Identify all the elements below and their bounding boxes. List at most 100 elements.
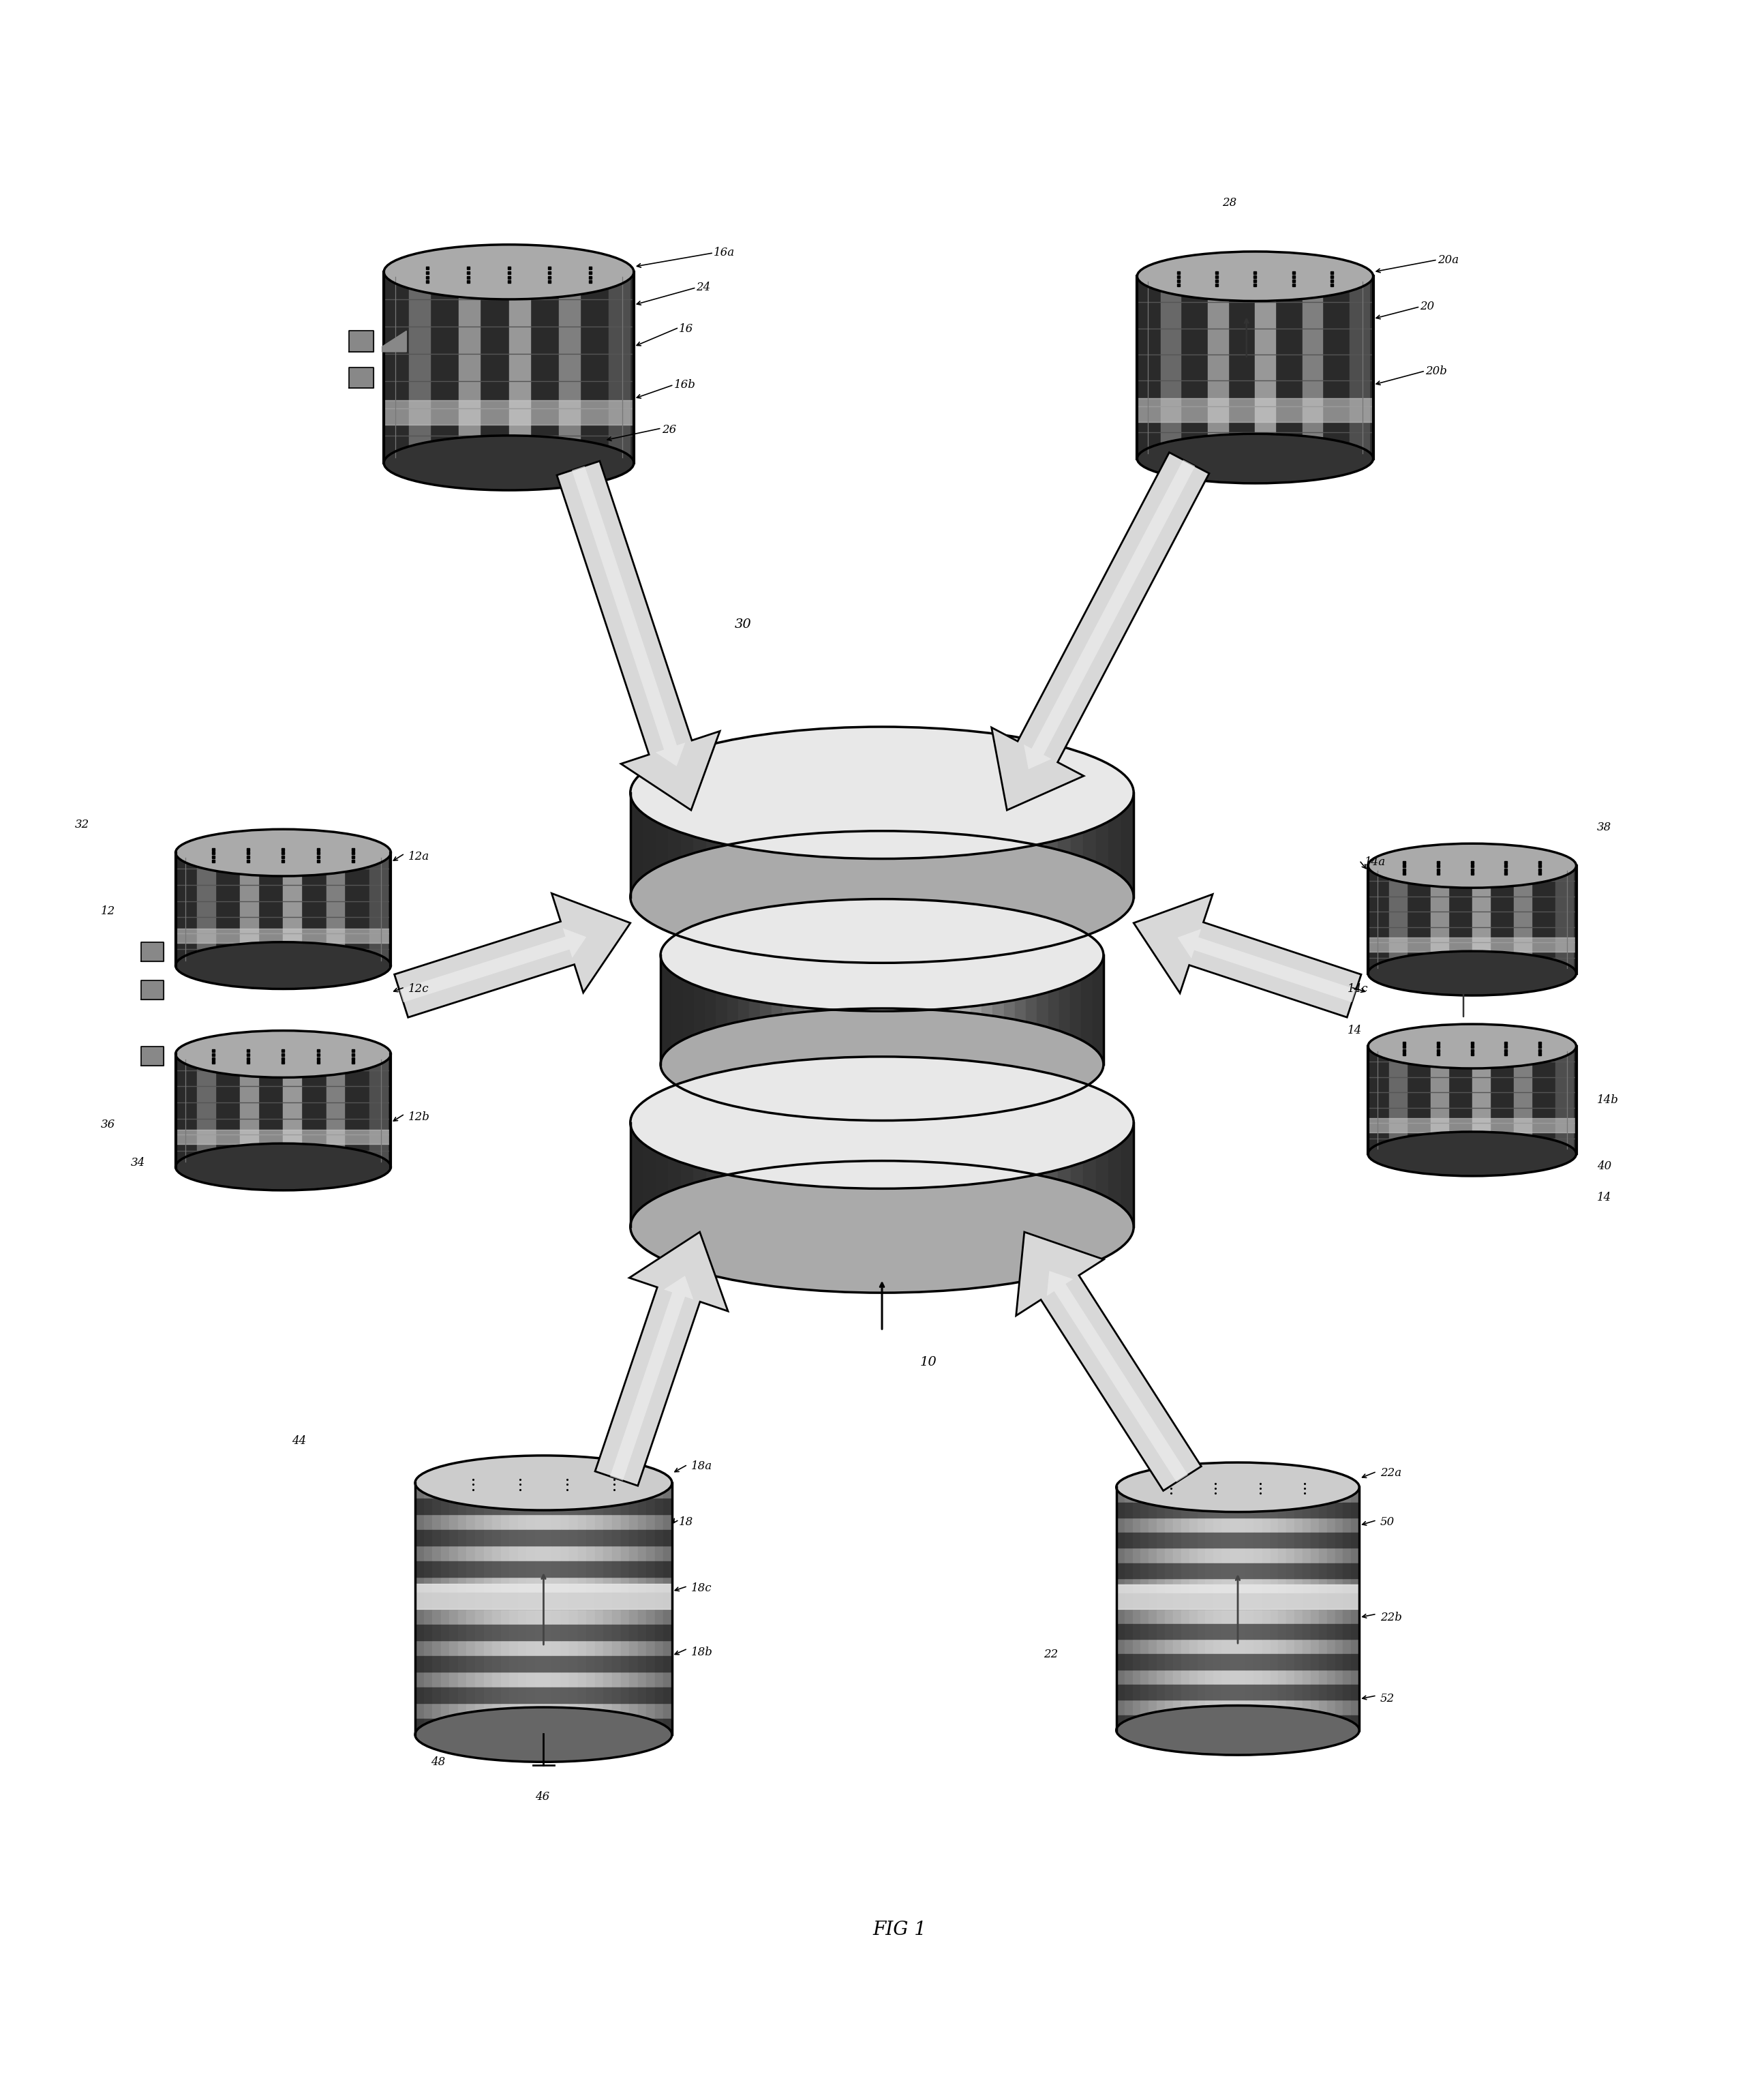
- Polygon shape: [1319, 1623, 1327, 1640]
- Polygon shape: [1514, 1047, 1531, 1153]
- Polygon shape: [1083, 1122, 1095, 1226]
- Polygon shape: [1198, 1623, 1205, 1640]
- Polygon shape: [1117, 1487, 1124, 1730]
- Polygon shape: [1261, 1715, 1270, 1730]
- Polygon shape: [603, 1563, 612, 1577]
- Polygon shape: [1173, 1684, 1182, 1700]
- Polygon shape: [450, 1483, 459, 1734]
- Text: 24: 24: [697, 282, 711, 292]
- Polygon shape: [1230, 1654, 1238, 1669]
- Polygon shape: [466, 1625, 475, 1640]
- Polygon shape: [586, 1498, 594, 1515]
- Polygon shape: [1302, 1654, 1311, 1669]
- Polygon shape: [594, 1529, 603, 1546]
- Polygon shape: [450, 1594, 459, 1609]
- Polygon shape: [815, 955, 827, 1065]
- Polygon shape: [415, 1594, 423, 1609]
- Polygon shape: [1071, 955, 1081, 1065]
- Polygon shape: [176, 1055, 392, 1168]
- Polygon shape: [603, 1657, 612, 1671]
- Polygon shape: [475, 1719, 483, 1734]
- Polygon shape: [757, 792, 769, 896]
- Polygon shape: [907, 1122, 919, 1226]
- Polygon shape: [621, 1625, 630, 1640]
- Polygon shape: [1148, 1715, 1157, 1730]
- Text: 20a: 20a: [1438, 255, 1459, 265]
- Polygon shape: [1034, 1122, 1046, 1226]
- Polygon shape: [579, 1657, 586, 1671]
- Polygon shape: [552, 1529, 561, 1546]
- Polygon shape: [1173, 1487, 1182, 1730]
- Text: 36: 36: [101, 1120, 115, 1130]
- Polygon shape: [1164, 1684, 1173, 1700]
- Polygon shape: [501, 1529, 510, 1546]
- Text: 18: 18: [679, 1517, 693, 1527]
- Polygon shape: [594, 1719, 603, 1734]
- Polygon shape: [510, 1594, 519, 1609]
- Polygon shape: [681, 1122, 693, 1226]
- Polygon shape: [1214, 1623, 1222, 1640]
- Polygon shape: [1238, 1563, 1245, 1579]
- Polygon shape: [1295, 1623, 1302, 1640]
- Polygon shape: [1270, 1684, 1279, 1700]
- Polygon shape: [1124, 1594, 1132, 1609]
- Polygon shape: [501, 1688, 510, 1703]
- Polygon shape: [1261, 1533, 1270, 1548]
- Text: 18c: 18c: [691, 1581, 713, 1594]
- Polygon shape: [570, 1657, 579, 1671]
- Polygon shape: [1048, 955, 1058, 1065]
- Polygon shape: [1279, 1487, 1286, 1730]
- Polygon shape: [639, 1483, 646, 1734]
- Polygon shape: [423, 1719, 432, 1734]
- Polygon shape: [1286, 1654, 1295, 1669]
- Polygon shape: [1081, 955, 1092, 1065]
- Polygon shape: [1132, 1594, 1141, 1609]
- Ellipse shape: [176, 829, 392, 875]
- Text: 14: 14: [1596, 1191, 1612, 1203]
- Polygon shape: [450, 1529, 459, 1546]
- Polygon shape: [432, 1529, 441, 1546]
- Polygon shape: [1148, 1487, 1157, 1730]
- Polygon shape: [1319, 1594, 1327, 1609]
- Polygon shape: [543, 1529, 552, 1546]
- Polygon shape: [1335, 1684, 1342, 1700]
- Polygon shape: [423, 1483, 432, 1734]
- Polygon shape: [663, 1719, 672, 1734]
- Polygon shape: [983, 1122, 995, 1226]
- Polygon shape: [1046, 1270, 1187, 1483]
- Polygon shape: [450, 1563, 459, 1577]
- Polygon shape: [882, 792, 894, 896]
- Ellipse shape: [1138, 251, 1372, 301]
- Polygon shape: [1208, 276, 1228, 460]
- Polygon shape: [1319, 1487, 1327, 1730]
- Polygon shape: [466, 1483, 475, 1734]
- Polygon shape: [1295, 1487, 1302, 1730]
- Polygon shape: [450, 1719, 459, 1734]
- Polygon shape: [552, 1625, 561, 1640]
- Polygon shape: [907, 792, 919, 896]
- Polygon shape: [1556, 1047, 1573, 1153]
- Polygon shape: [1327, 1563, 1335, 1579]
- Polygon shape: [1205, 1563, 1214, 1579]
- Polygon shape: [1182, 1502, 1189, 1517]
- Text: 48: 48: [430, 1757, 445, 1767]
- Polygon shape: [534, 1657, 543, 1671]
- Polygon shape: [543, 1657, 552, 1671]
- Polygon shape: [483, 1529, 492, 1546]
- Polygon shape: [654, 1498, 663, 1515]
- Polygon shape: [663, 1657, 672, 1671]
- Polygon shape: [579, 1594, 586, 1609]
- Polygon shape: [716, 955, 727, 1065]
- Polygon shape: [646, 1625, 654, 1640]
- Polygon shape: [1141, 1594, 1148, 1609]
- Polygon shape: [1335, 1563, 1342, 1579]
- Polygon shape: [432, 1483, 441, 1734]
- Polygon shape: [718, 792, 730, 896]
- Polygon shape: [1556, 865, 1573, 973]
- Polygon shape: [639, 1688, 646, 1703]
- Polygon shape: [508, 272, 531, 464]
- Polygon shape: [1198, 1487, 1205, 1730]
- Polygon shape: [1157, 1684, 1164, 1700]
- Polygon shape: [176, 852, 392, 965]
- Polygon shape: [570, 1483, 579, 1734]
